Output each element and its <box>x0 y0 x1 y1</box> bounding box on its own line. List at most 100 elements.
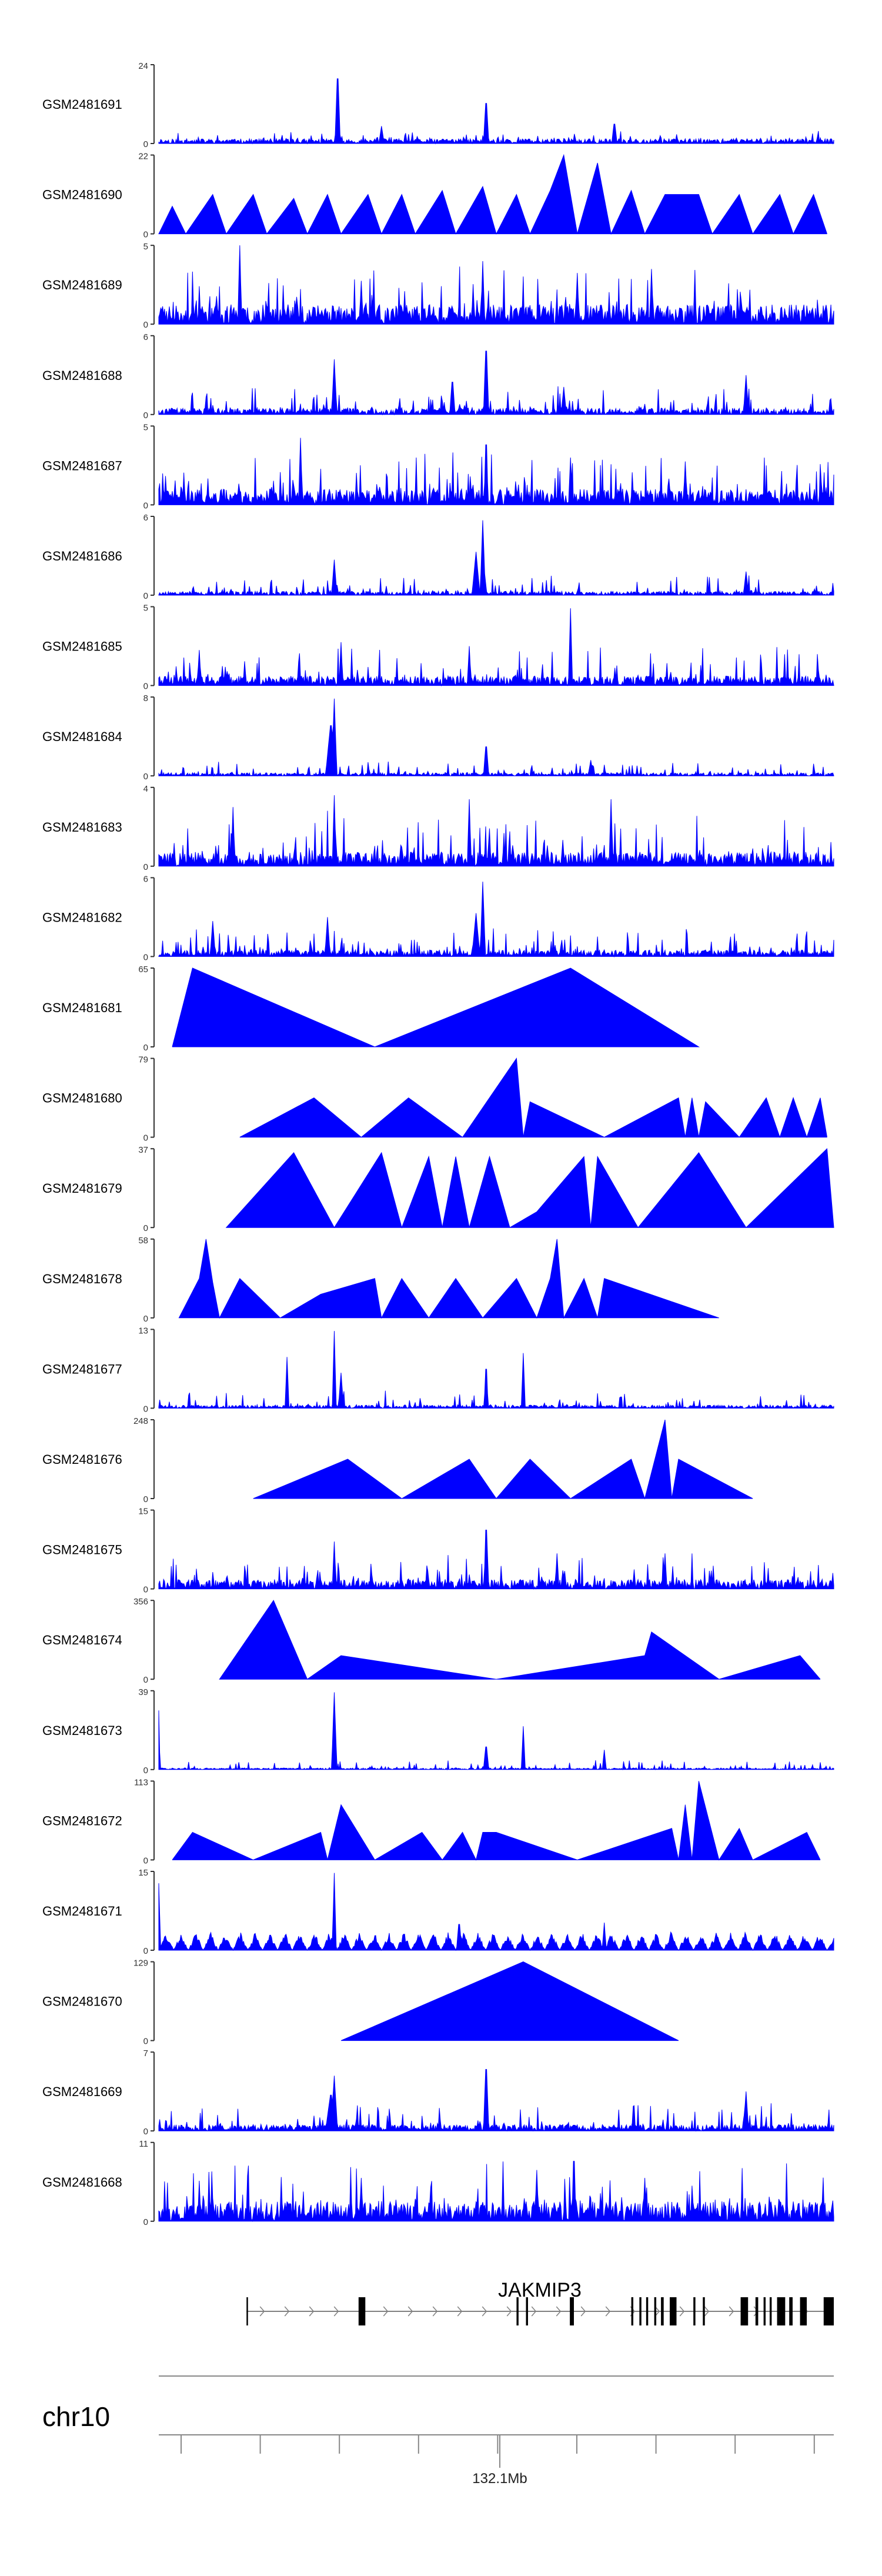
y-min-label: 0 <box>143 500 148 510</box>
track-GSM2481688: GSM2481688 6 0 <box>42 332 834 421</box>
exon <box>654 2297 657 2325</box>
y-min-label: 0 <box>143 682 148 692</box>
exon <box>639 2297 642 2325</box>
signal-area <box>158 520 834 596</box>
strand-arrow <box>605 2306 611 2317</box>
signal-area <box>172 1781 821 1861</box>
signal-area <box>158 698 834 778</box>
signal-area <box>158 154 827 235</box>
signal-area <box>340 1961 679 2041</box>
exon <box>769 2297 772 2325</box>
strand-arrow <box>556 2306 562 2317</box>
track-label: GSM2481683 <box>42 820 122 835</box>
signal-area <box>158 1530 834 1590</box>
track-label: GSM2481686 <box>42 549 122 563</box>
track-label: GSM2481676 <box>42 1452 122 1467</box>
signal-area <box>158 608 834 687</box>
strand-arrow <box>284 2306 290 2317</box>
track-label: GSM2481689 <box>42 278 122 292</box>
strand-arrow <box>531 2306 537 2317</box>
y-max-label: 248 <box>133 1416 148 1426</box>
track-label: GSM2481682 <box>42 910 122 925</box>
track-label: GSM2481690 <box>42 188 122 202</box>
y-max-label: 39 <box>138 1687 148 1697</box>
track-label: GSM2481679 <box>42 1181 122 1196</box>
y-max-label: 356 <box>133 1597 148 1607</box>
track-label: GSM2481668 <box>42 2175 122 2190</box>
track-label: GSM2481678 <box>42 1272 122 1286</box>
signal-area <box>158 795 834 867</box>
track-GSM2481672: GSM2481672 113 0 <box>42 1777 821 1866</box>
y-min-label: 0 <box>143 411 148 421</box>
signal-area <box>158 1331 834 1410</box>
track-GSM2481679: GSM2481679 37 0 <box>42 1145 834 1233</box>
y-min-label: 0 <box>143 230 148 240</box>
exon <box>755 2297 759 2325</box>
track-label: GSM2481674 <box>42 1633 122 1647</box>
exon <box>763 2297 766 2325</box>
exon <box>526 2297 528 2325</box>
y-min-label: 0 <box>143 2217 148 2227</box>
signal-area <box>172 967 700 1047</box>
track-GSM2481683: GSM2481683 4 0 <box>42 784 834 872</box>
y-min-label: 0 <box>143 1133 148 1143</box>
signal-area <box>219 1600 821 1680</box>
signal-area <box>158 2161 834 2223</box>
y-max-label: 11 <box>139 2139 148 2149</box>
y-max-label: 58 <box>138 1236 148 1246</box>
exon <box>246 2297 248 2325</box>
strand-arrow <box>333 2306 339 2317</box>
signal-area <box>158 351 834 416</box>
y-min-label: 0 <box>143 2037 148 2047</box>
signal-tracks: GSM2481691240GSM2481690220GSM248168950GS… <box>42 61 834 2227</box>
axis-tick-label: 132.1Mb <box>472 2471 527 2487</box>
track-GSM2481680: GSM2481680 79 0 <box>42 1055 827 1143</box>
y-min-label: 0 <box>143 862 148 872</box>
y-max-label: 37 <box>138 1145 148 1155</box>
strand-arrow <box>729 2306 734 2317</box>
track-GSM2481686: GSM2481686 6 0 <box>42 513 834 601</box>
y-min-label: 0 <box>143 1314 148 1324</box>
y-min-label: 0 <box>143 139 148 149</box>
y-max-label: 5 <box>143 603 148 613</box>
track-GSM2481670: GSM2481670 129 0 <box>42 1958 679 2047</box>
track-label: GSM2481671 <box>42 1904 122 1918</box>
exon <box>670 2297 677 2325</box>
gene-name-label: JAKMIP3 <box>498 2279 582 2301</box>
track-GSM2481678: GSM2481678 58 0 <box>42 1236 719 1324</box>
y-max-label: 5 <box>143 242 148 252</box>
exon <box>646 2297 649 2325</box>
track-label: GSM2481672 <box>42 1813 122 1828</box>
y-max-label: 129 <box>133 1958 148 1968</box>
track-GSM2481687: GSM2481687 5 0 <box>42 422 834 510</box>
signal-area <box>158 1873 834 1951</box>
track-GSM2481682: GSM2481682 6 0 <box>42 874 834 962</box>
strand-arrow <box>383 2306 389 2317</box>
signal-area <box>158 2069 834 2132</box>
track-GSM2481676: GSM2481676 248 0 <box>42 1416 753 1504</box>
exon <box>358 2297 366 2325</box>
track-label: GSM2481687 <box>42 458 122 473</box>
exon <box>823 2297 834 2325</box>
signal-area <box>253 1419 753 1500</box>
exon <box>631 2297 634 2325</box>
track-GSM2481691: GSM2481691 24 0 <box>42 61 834 149</box>
y-max-label: 65 <box>138 965 148 975</box>
track-label: GSM2481670 <box>42 1994 122 2009</box>
y-max-label: 13 <box>138 1326 148 1336</box>
track-GSM2481668: GSM2481668 11 0 <box>42 2139 834 2227</box>
strand-arrow <box>309 2306 315 2317</box>
exon <box>516 2297 519 2325</box>
track-GSM2481689: GSM2481689 5 0 <box>42 242 834 330</box>
strand-arrow <box>407 2306 413 2317</box>
exon <box>800 2297 807 2325</box>
signal-area <box>158 438 834 506</box>
signal-area <box>225 1148 834 1229</box>
track-label: GSM2481684 <box>42 729 122 744</box>
track-GSM2481675: GSM2481675 15 0 <box>42 1507 834 1595</box>
y-min-label: 0 <box>143 1675 148 1685</box>
strand-arrow <box>457 2306 463 2317</box>
genome-axis-track: chr10 132.1Mb <box>42 2375 834 2487</box>
exon <box>703 2297 705 2325</box>
track-label: GSM2481681 <box>42 1000 122 1015</box>
